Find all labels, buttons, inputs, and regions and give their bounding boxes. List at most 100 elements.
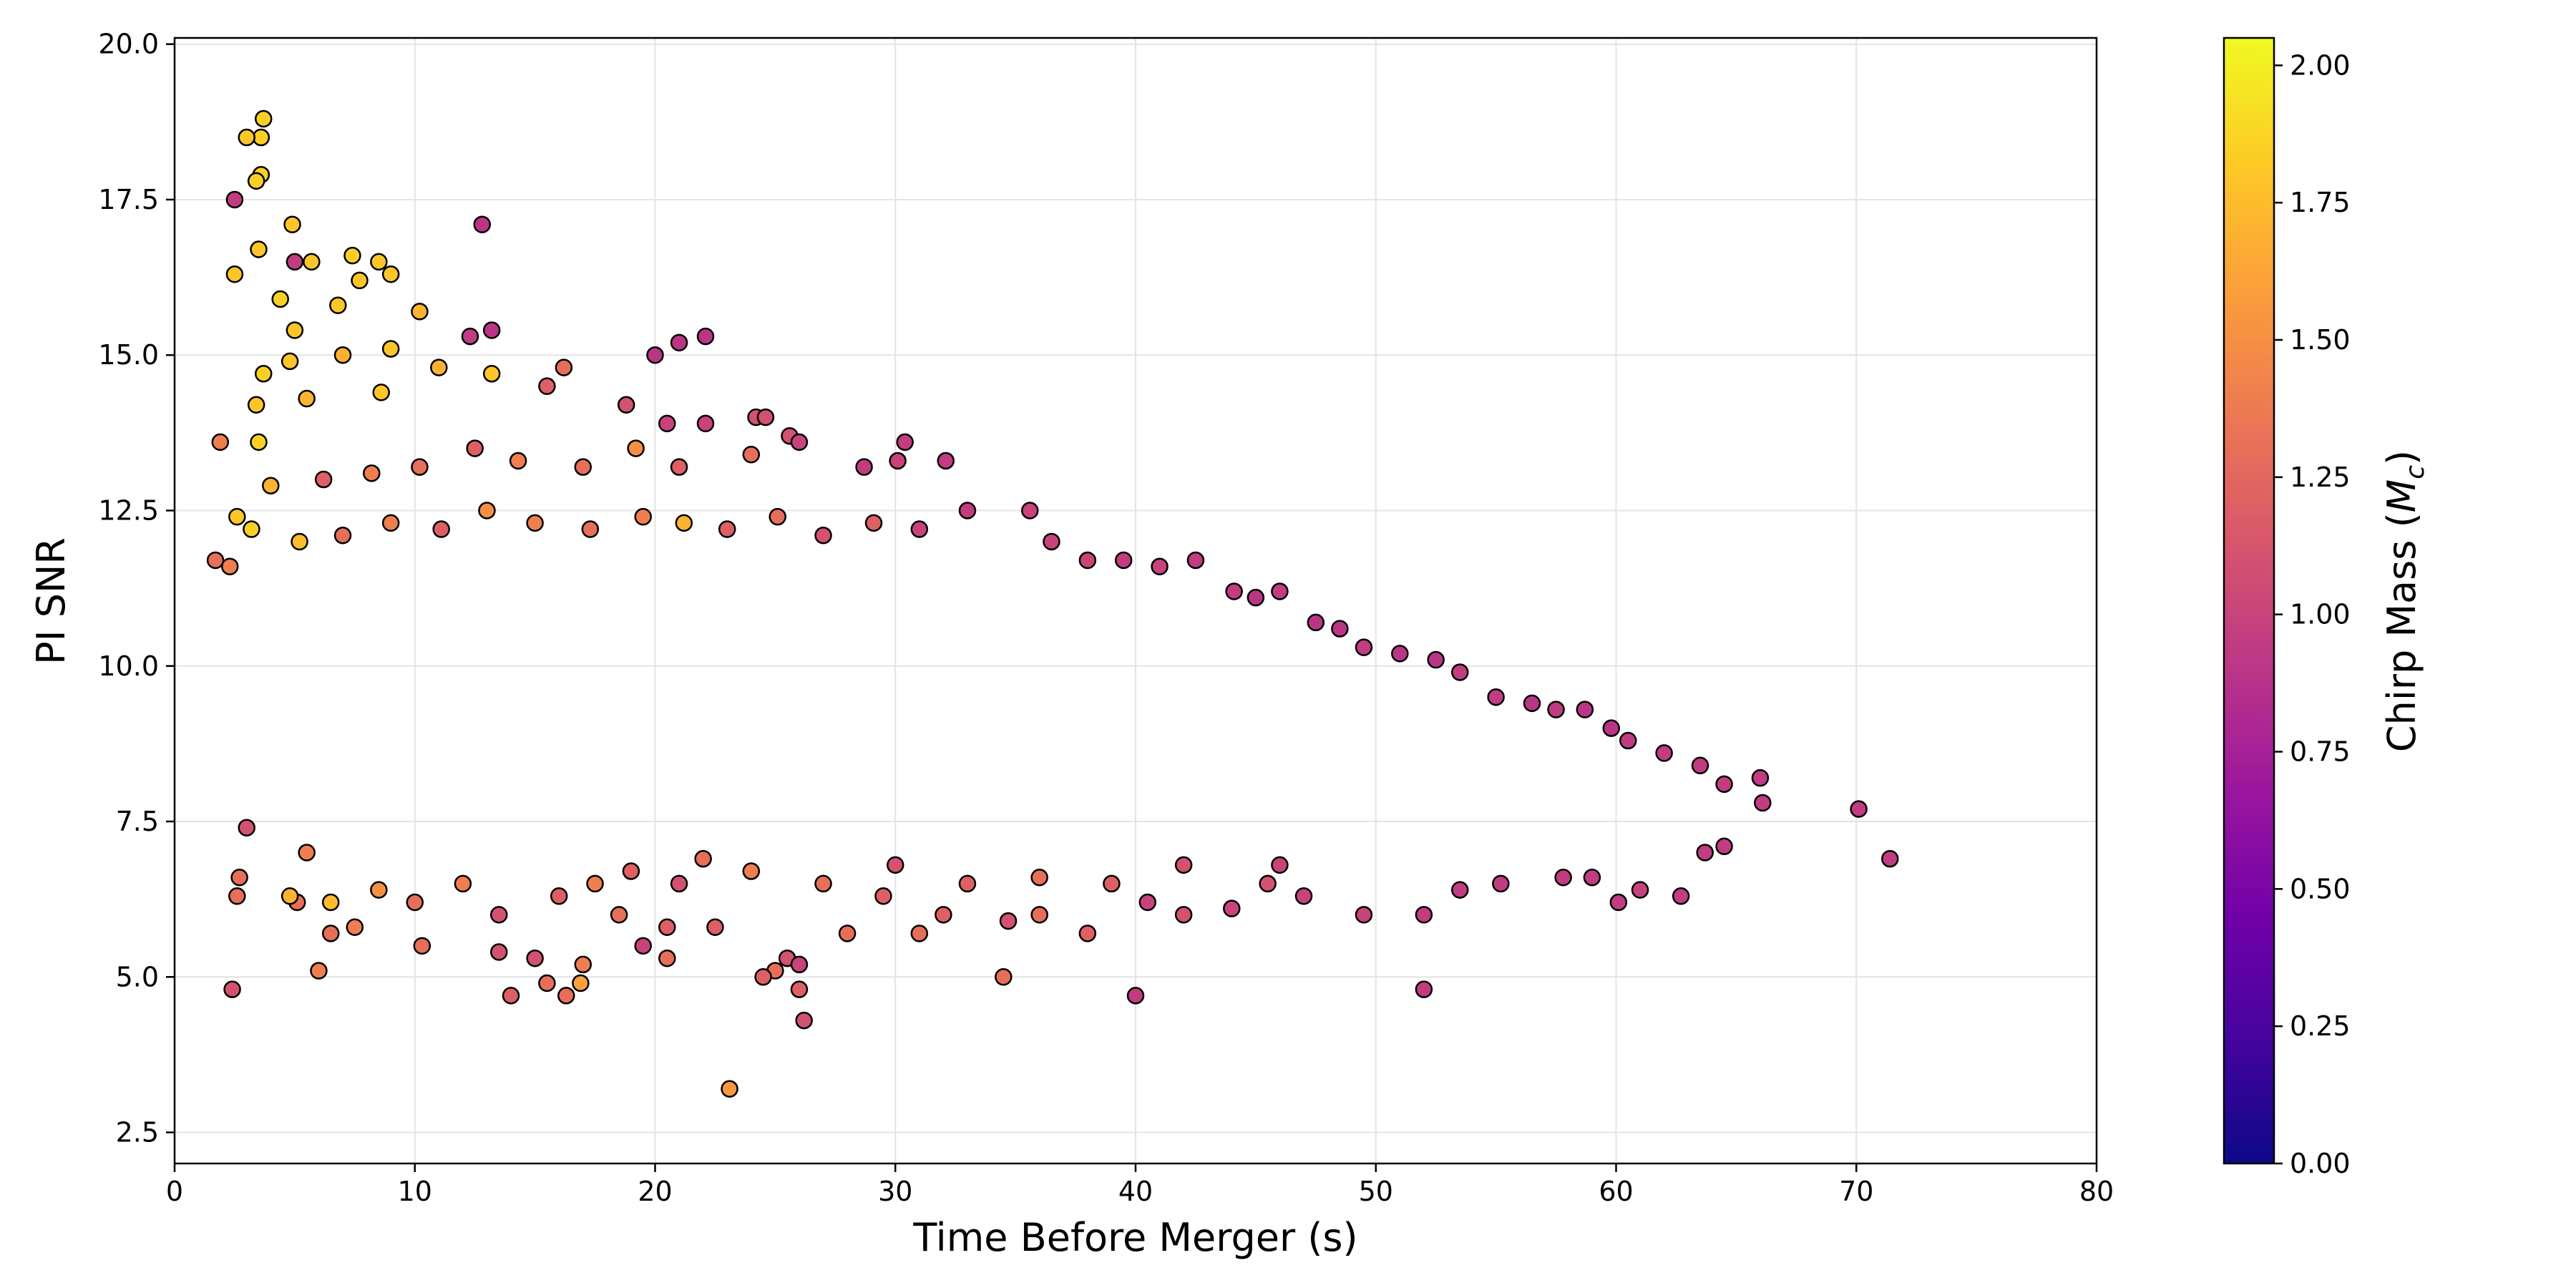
data-point [1619, 731, 1637, 750]
data-point [814, 526, 832, 545]
data-point [1126, 987, 1145, 1005]
y-tick-label: 12.5 [98, 494, 159, 526]
data-point [574, 955, 592, 974]
data-point [634, 937, 652, 955]
data-points [206, 109, 1899, 1098]
data-point [1078, 924, 1097, 942]
data-point [694, 849, 712, 868]
data-point [1715, 775, 1733, 794]
data-point [658, 414, 676, 433]
data-point [718, 520, 736, 538]
data-point [622, 862, 640, 880]
data-point [910, 520, 929, 538]
data-point [1427, 650, 1445, 669]
data-point [1174, 906, 1193, 924]
data-point [262, 477, 280, 494]
data-point [1021, 502, 1039, 519]
x-tick-label: 10 [398, 1176, 432, 1207]
data-point [252, 128, 270, 147]
data-point [473, 215, 492, 233]
data-point [1294, 887, 1313, 905]
data-point [769, 507, 786, 526]
data-point [1355, 638, 1373, 656]
data-point [247, 172, 265, 190]
data-point [280, 352, 299, 371]
data-point [958, 502, 977, 519]
data-point [874, 887, 892, 905]
data-point [526, 949, 544, 967]
data-point [538, 974, 556, 992]
data-point [482, 321, 501, 339]
colorbar-label: Chirp Mass (Mc) [2379, 450, 2430, 752]
data-point [1576, 701, 1594, 718]
y-tick-label: 15.0 [98, 339, 159, 371]
data-point [381, 514, 400, 532]
colorbar-tick-label: 0.00 [2290, 1148, 2351, 1179]
data-point [406, 893, 424, 912]
data-point [1696, 844, 1714, 862]
data-point [742, 862, 761, 880]
data-point [461, 327, 479, 346]
colorbar-tick-label: 1.50 [2290, 324, 2351, 356]
x-tick-label: 0 [166, 1176, 183, 1207]
data-point [1331, 620, 1349, 638]
data-point [1138, 893, 1157, 912]
data-point [1246, 588, 1265, 607]
data-point [346, 918, 364, 937]
data-point [696, 327, 715, 346]
data-point [1655, 744, 1673, 762]
data-point [958, 874, 977, 893]
data-point [223, 980, 241, 998]
data-point [1523, 694, 1541, 713]
colorbar-tick-label: 1.25 [2290, 462, 2351, 493]
data-point [466, 439, 484, 457]
data-point [372, 384, 390, 401]
x-tick-label: 80 [2079, 1176, 2114, 1207]
data-point [321, 924, 340, 942]
data-point [557, 987, 575, 1005]
data-point [790, 433, 809, 452]
data-point [1043, 532, 1060, 551]
data-point [454, 874, 472, 893]
data-point [627, 439, 645, 457]
data-point [1492, 874, 1510, 893]
data-point [1631, 881, 1649, 899]
data-point [502, 987, 520, 1005]
data-point [1672, 887, 1690, 905]
data-point [413, 937, 431, 955]
data-point [670, 333, 688, 352]
data-point [838, 924, 857, 942]
data-point [250, 240, 268, 258]
x-tick-label: 30 [878, 1176, 912, 1207]
data-point [298, 844, 316, 862]
y-tick-label: 10.0 [98, 650, 159, 682]
data-point [321, 893, 340, 912]
colorbar-tick-label: 2.00 [2290, 49, 2351, 81]
data-point [225, 190, 244, 209]
data-point [243, 520, 260, 538]
data-point [586, 874, 604, 893]
colorbar-ticks: 0.00 0.25 0.50 0.75 1.00 1.25 1.50 1.75 2.00 [2274, 49, 2351, 1179]
data-point [411, 303, 429, 321]
colorbar-tick-label: 1.75 [2290, 187, 2351, 218]
data-point [314, 470, 333, 489]
data-point [1554, 868, 1572, 887]
data-point [1078, 551, 1097, 570]
data-point [381, 265, 400, 283]
data-point [1307, 613, 1325, 632]
data-point [286, 253, 304, 271]
data-point [411, 458, 429, 476]
data-point [228, 507, 246, 526]
data-point [283, 215, 301, 233]
data-point [646, 346, 664, 364]
data-point [1602, 719, 1621, 737]
data-point [310, 962, 328, 980]
data-point [1715, 837, 1733, 856]
data-point [610, 906, 628, 924]
data-point [1609, 893, 1628, 912]
data-point [343, 246, 361, 265]
y-tick-label: 7.5 [116, 806, 159, 837]
data-point [675, 514, 693, 532]
data-point [634, 507, 652, 526]
data-point [1259, 874, 1277, 893]
